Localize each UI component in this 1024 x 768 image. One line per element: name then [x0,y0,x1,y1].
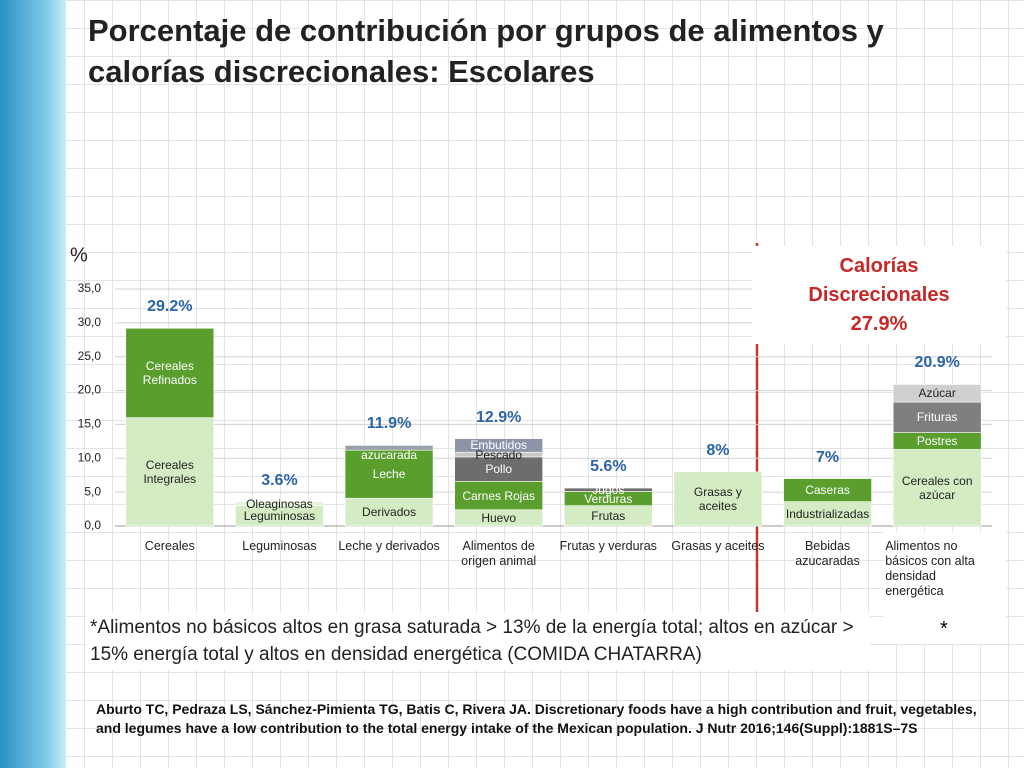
segment-label: Frutas [591,508,626,523]
segment-label: Frituras [916,410,958,425]
segment-label: Leche azucarada [361,433,418,462]
bar-segment [564,487,653,492]
bar-segment [783,478,872,502]
segment-label: Verduras [584,491,633,506]
bar-segment [454,481,543,511]
bar-segment [125,417,215,527]
citation: Aburto TC, Pedraza LS, Sánchez-Pimienta … [96,701,977,736]
total-label: 5.6% [590,458,627,476]
x-tick-label: Cereales [144,539,195,553]
total-label: 3.6% [261,471,298,489]
total-label: 7% [816,448,840,466]
y-tick-label: 30,0 [78,315,102,329]
slide-title: Porcentaje de contribución por grupos de… [88,13,884,89]
bar-segment [125,327,215,418]
annotation-box: Calorías Discrecionales 27.9% [752,246,1006,344]
y-tick-label: 15,0 [78,417,102,431]
annotation-value: 27.9% [850,313,908,335]
segment-label: Caseras [805,483,850,498]
footnote: *Alimentos no básicos altos en grasa sat… [86,612,870,670]
bar-segment [344,449,434,499]
segment-label: Embutidos [470,438,528,453]
segment-label: Leguminosas [243,508,316,523]
y-tick-label: 20,0 [78,383,102,397]
y-tick-label: 10,0 [78,450,102,464]
segment-label: Cereales Integrales [143,457,197,486]
y-tick-label: 25,0 [78,349,102,363]
x-tick-label: Bebidas azucaradas [795,539,860,568]
y-tick-label: 35,0 [78,281,102,295]
bar-segment [783,501,872,527]
bar-segment [892,384,982,403]
x-tick-label: Leche y derivados [338,539,440,553]
segment-label: Derivados [362,505,417,520]
total-label: 29.2% [147,298,193,316]
segment-label: Huevo [481,510,517,525]
y-axis-label: % [70,244,88,266]
y-tick-label: 5,0 [84,484,101,498]
bar-segment [892,449,982,527]
segment-label: Cereales Refinados [142,358,197,387]
total-label: 11.9% [366,415,412,433]
segment-label: Grasas y aceites [693,484,742,513]
segment-label: Azúcar [918,386,956,401]
bar-segment [344,445,434,451]
total-label: 8% [706,441,730,459]
segment-label: Cereales con azúcar [901,473,973,502]
segment-label: Pescado [475,447,523,462]
x-tick-label: Alimentos de origen animal [461,539,537,568]
x-tick-label: Frutas y verduras [559,539,657,553]
bar-segment [454,438,543,453]
bar-segment [454,456,543,482]
annotation-title: Calorías Discrecionales [808,255,950,306]
x-tick-label: Grasas y aceites [671,539,765,553]
category-note: * [940,618,948,640]
x-tick-label: Leguminosas [242,539,317,553]
segment-label: Leche [372,467,406,482]
y-tick-label: 0,0 [84,518,101,532]
bar-segment [892,401,982,433]
label-box [884,532,1006,644]
segment-label: Jugos [592,482,625,497]
segment-label: Oleaginosas [246,496,313,511]
x-tick-label: Alimentos no básicos con alta densidad e… [885,539,975,598]
side-strip [0,0,66,768]
segment-label: Pollo [485,462,513,477]
segment-label: Industrializadas [785,506,870,521]
bar-segment [344,497,434,527]
bar-segment [235,501,324,506]
segment-label: Carnes Rojas [462,488,536,503]
bar-segment [673,471,763,527]
total-label: 12.9% [476,408,522,426]
segment-label: Postres [916,434,958,449]
total-label: 20.9% [914,354,960,372]
